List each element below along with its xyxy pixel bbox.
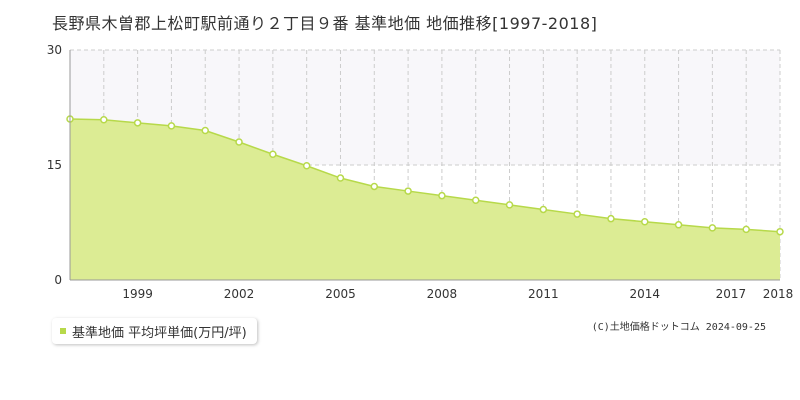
legend-label: 基準地価 平均坪単価(万円/坪) [72,325,247,341]
data-point [539,205,548,214]
data-point [133,119,142,127]
x-tick-label: 2014 [629,287,660,301]
series-line [69,118,781,233]
data-point [674,221,683,229]
copyright-text: (C)土地価格ドットコム 2024-09-25 [591,322,766,333]
data-point [269,150,277,159]
x-tick-label: 2005 [325,287,356,301]
legend-swatch [60,328,66,334]
x-tick-label: 2018 [763,287,794,301]
data-point [201,126,209,135]
x-tick-label: 2002 [224,287,255,301]
data-point [302,162,311,170]
data-point [505,201,514,209]
data-point [708,224,717,232]
x-tick-label: 2017 [716,287,747,301]
data-point [167,122,176,130]
x-tick-label: 2008 [427,287,458,301]
data-point [742,225,750,234]
series-area [70,119,780,280]
data-point [235,138,243,146]
data-point [471,196,480,205]
y-tick-label: 15 [47,158,62,172]
data-point [776,227,784,236]
x-tick-label: 2011 [528,287,559,301]
chart-title: 長野県木曽郡上松町駅前通り２丁目９番 基準地価 地価推移[1997-2018] [52,14,598,33]
data-point [607,214,615,223]
data-point [336,174,345,182]
data-point [370,182,379,191]
chart-legend: 基準地価 平均坪単価(万円/坪) [52,318,257,344]
data-point [641,217,649,226]
data-point [573,210,581,218]
data-point [438,191,446,200]
y-tick-label: 0 [54,273,62,287]
y-tick-label: 30 [47,43,62,57]
data-point [404,187,412,195]
data-point [100,116,108,124]
x-tick-label: 1999 [122,287,153,301]
